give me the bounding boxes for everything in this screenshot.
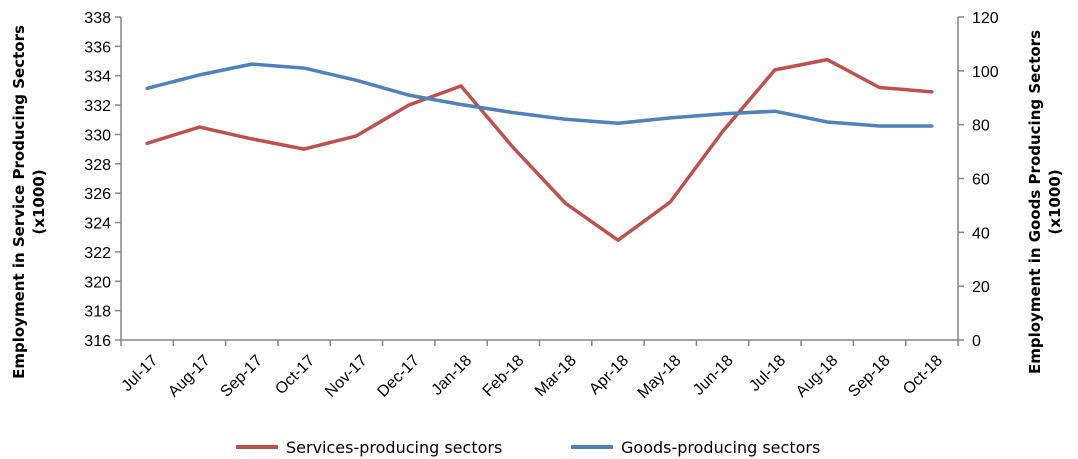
x-tick-label: Mar-18 (532, 352, 580, 400)
series-lines (145, 57, 934, 242)
left-tick-label: 318 (84, 304, 111, 321)
right-tick-label: 100 (972, 64, 999, 81)
x-tick-label: Aug-17 (165, 352, 214, 401)
x-tick-label: Jan-18 (429, 352, 476, 399)
left-tick-label: 326 (84, 186, 111, 203)
left-tick-label: 320 (84, 274, 111, 291)
left-axis-title-line1: Employment in Service Producing Sectors (10, 25, 28, 379)
right-axis-ticks: 0 20 40 60 80 100 120 (958, 10, 999, 350)
x-tick-label: Jul-17 (119, 352, 162, 395)
x-tick-label: Jun-18 (690, 352, 737, 399)
x-tick-label: Nov-17 (322, 352, 371, 401)
left-tick-label: 328 (84, 157, 111, 174)
right-axis-title-line1: Employment in Goods Producing Sectors (1026, 30, 1044, 374)
left-tick-label: 338 (84, 10, 111, 27)
left-tick-label: 324 (84, 216, 111, 233)
x-tick-label: Feb-18 (480, 352, 528, 400)
x-tick-label: Oct-17 (272, 352, 318, 398)
legend-label-goods: Goods-producing sectors (621, 438, 820, 457)
x-tick-label: Sep-17 (217, 352, 266, 401)
right-tick-label: 40 (972, 225, 990, 242)
x-tick-label: Oct-18 (900, 352, 946, 398)
left-tick-label: 332 (84, 98, 111, 115)
x-tick-label: Dec-17 (374, 352, 423, 401)
x-tick-label: Jul-18 (746, 352, 789, 395)
x-tick-label: Aug-18 (793, 352, 842, 401)
x-axis-ticks: Jul-17 Aug-17 Sep-17 Oct-17 Nov-17 Dec-17 Jan-… (119, 340, 959, 402)
x-tick-label: May-18 (635, 352, 685, 402)
legend: Services-producing sectors Goods-produci… (236, 438, 820, 457)
x-tick-label: Sep-18 (845, 352, 894, 401)
left-tick-label: 334 (84, 69, 111, 86)
right-tick-label: 60 (972, 172, 990, 189)
series-line-services (145, 57, 934, 242)
right-tick-label: 0 (972, 333, 981, 350)
series-line-goods (145, 62, 934, 128)
left-axis-ticks: 316 318 320 322 324 326 328 330 332 334 336 338 (84, 10, 121, 350)
left-tick-label: 316 (84, 333, 111, 350)
left-axis-title-line2: (x1000) (30, 169, 48, 234)
right-axis-title-line2: (x1000) (1046, 169, 1064, 234)
left-tick-label: 322 (84, 245, 111, 262)
left-tick-label: 336 (84, 39, 111, 56)
legend-label-services: Services-producing sectors (286, 438, 502, 457)
right-tick-label: 120 (972, 10, 999, 27)
right-tick-label: 80 (972, 118, 990, 135)
right-tick-label: 20 (972, 279, 990, 296)
x-tick-label: Apr-18 (586, 352, 632, 398)
left-tick-label: 330 (84, 127, 111, 144)
